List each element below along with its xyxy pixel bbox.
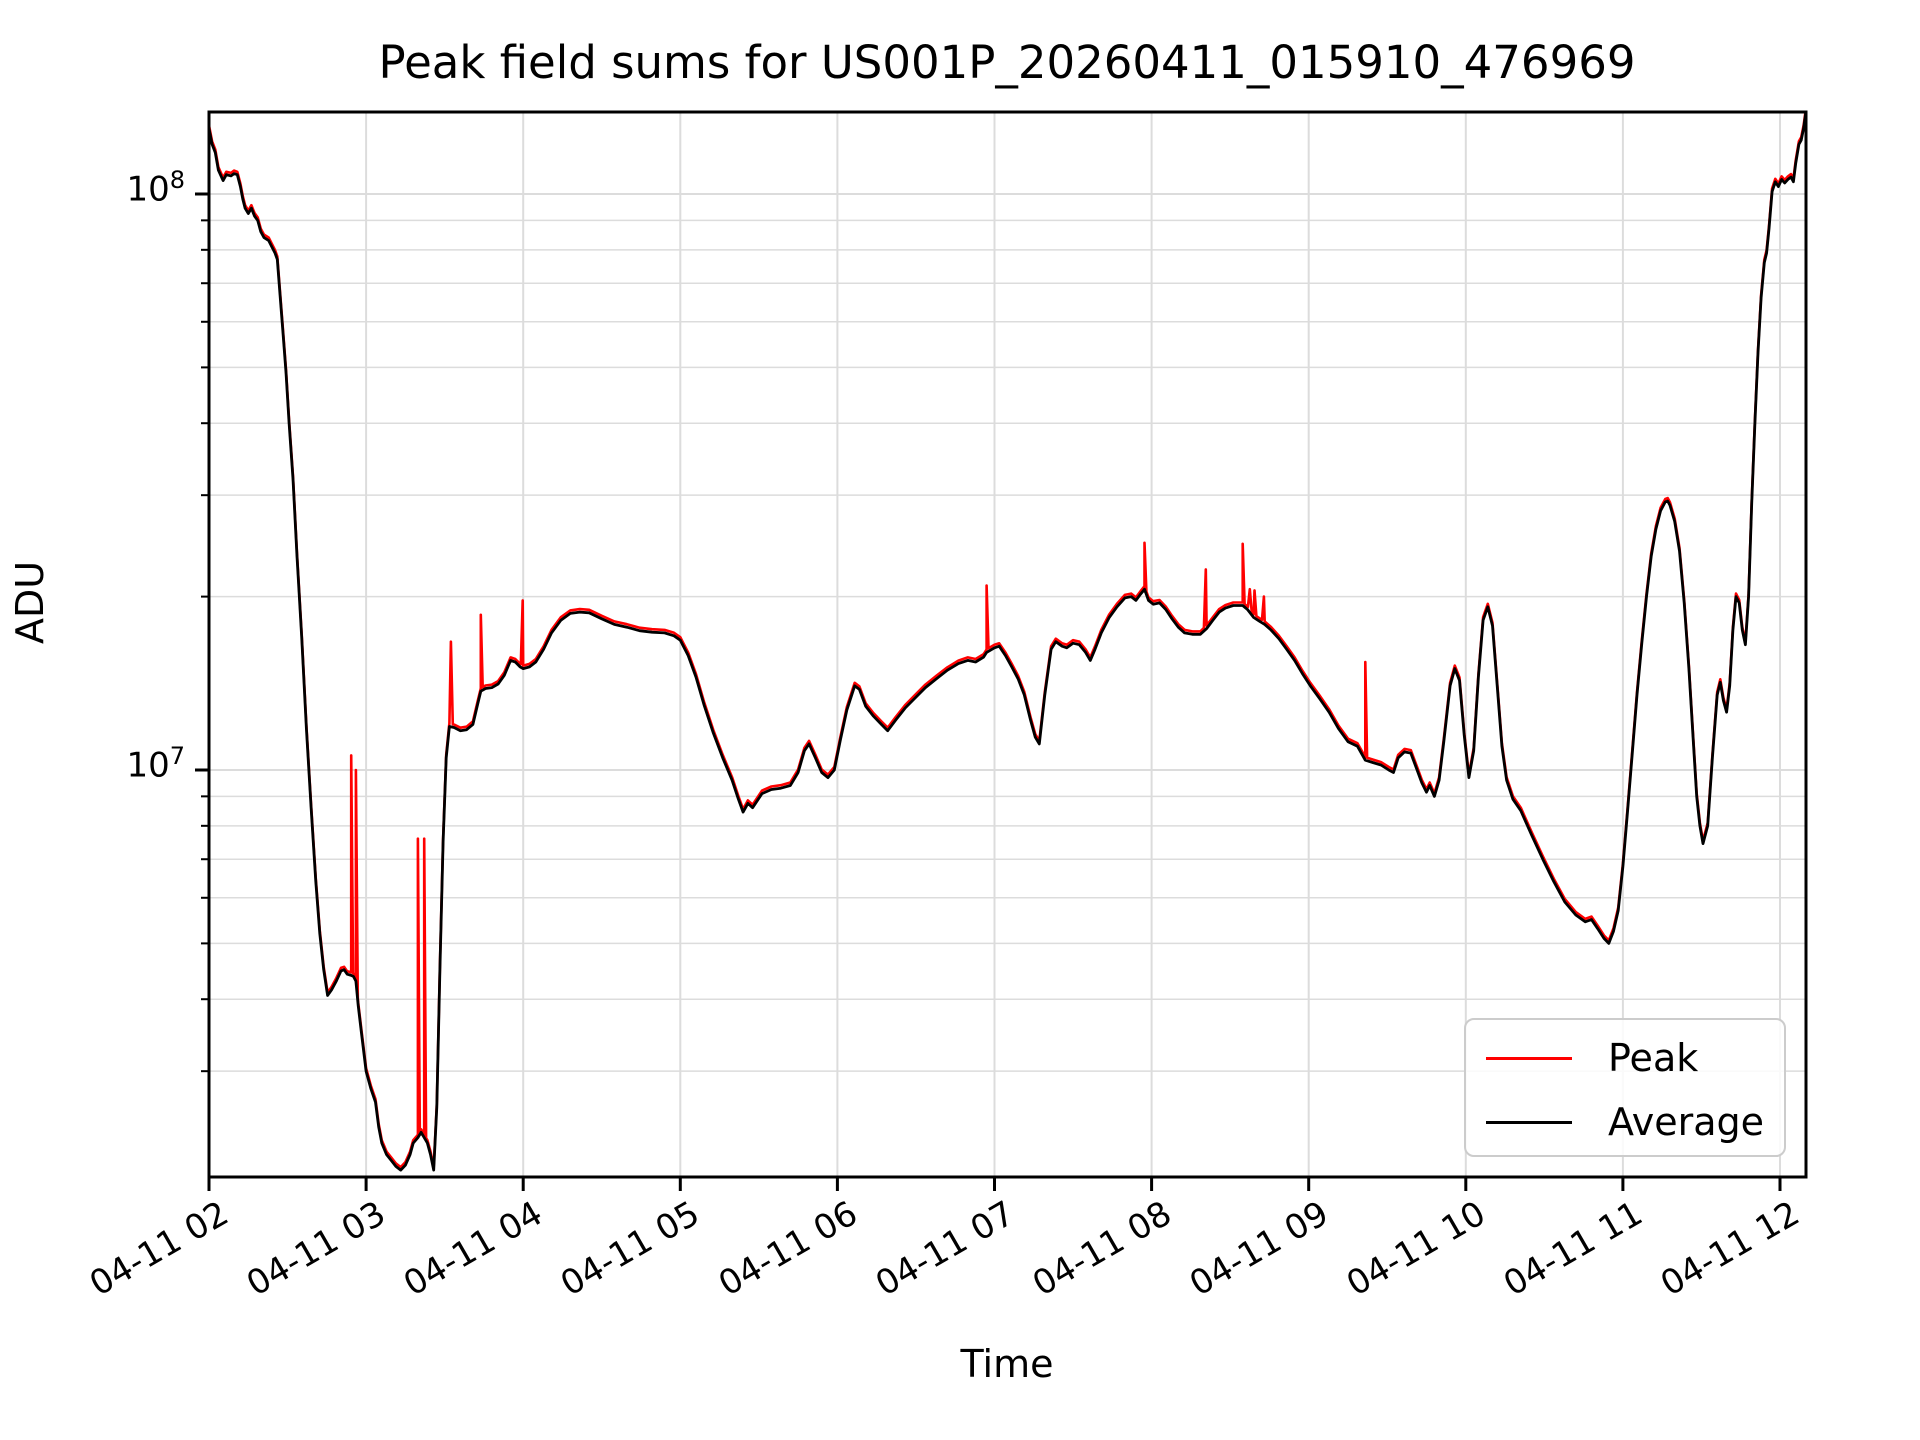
legend-label-peak: Peak — [1608, 1036, 1699, 1080]
legend-item-peak: Peak — [1466, 1028, 1784, 1088]
legend-label-average: Average — [1608, 1100, 1765, 1144]
y-tick-label: 107 — [126, 742, 185, 786]
average-line-sample-icon — [1486, 1120, 1572, 1124]
peak-line-sample-icon — [1486, 1056, 1572, 1060]
chart-title: Peak field sums for US001P_20260411_0159… — [378, 36, 1636, 89]
y-tick-label: 108 — [126, 166, 185, 210]
x-axis-label: Time — [960, 1342, 1054, 1386]
y-axis-label: ADU — [8, 560, 52, 644]
legend: Peak Average — [1464, 1018, 1786, 1157]
legend-item-average: Average — [1466, 1092, 1784, 1152]
